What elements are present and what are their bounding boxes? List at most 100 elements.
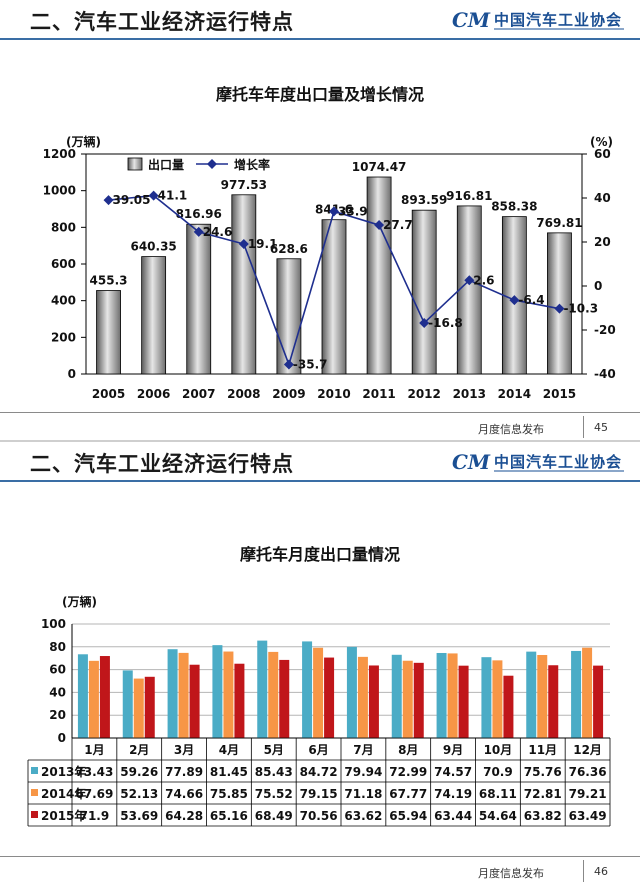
- monthly-bar: [167, 649, 178, 738]
- y-axis-tick-label: 80: [49, 640, 66, 654]
- slide-divider: [0, 440, 640, 442]
- month-label: 4月: [219, 743, 239, 757]
- left-axis-tick-label: 800: [51, 220, 76, 234]
- table-value: 76.36: [569, 765, 607, 779]
- month-label: 6月: [308, 743, 328, 757]
- export-volume-bar: [411, 209, 437, 375]
- series-legend-swatch: [31, 767, 38, 774]
- x-axis-tick-label: 2005: [92, 387, 125, 401]
- table-value: 75.85: [210, 787, 248, 801]
- growth-rate-point: [374, 220, 385, 231]
- y-axis-tick-label: 60: [49, 663, 66, 677]
- monthly-bar: [257, 640, 268, 738]
- monthly-bar: [391, 654, 402, 738]
- export-volume-bar: [456, 205, 482, 375]
- monthly-bar: [402, 660, 413, 738]
- growth-rate-label: 27.7: [383, 218, 413, 232]
- x-axis-tick-label: 2014: [498, 387, 531, 401]
- page-number: 45: [594, 421, 608, 434]
- x-axis-tick-label: 2009: [272, 387, 305, 401]
- table-value: 72.99: [389, 765, 427, 779]
- monthly-bar: [212, 645, 223, 738]
- monthly-bar: [526, 651, 537, 738]
- export-volume-label: 640.35: [130, 240, 176, 254]
- monthly-bar: [122, 670, 133, 738]
- caam-logo: CM 中国汽车工业协会: [452, 448, 632, 478]
- slide-footer: 月度信息发布 46: [0, 856, 640, 886]
- monthly-bar: [571, 650, 582, 738]
- export-volume-label: 858.38: [491, 200, 537, 214]
- monthly-bar: [548, 665, 559, 738]
- monthly-bar: [346, 646, 357, 738]
- monthly-bar: [313, 647, 324, 738]
- left-axis-unit: (万辆): [66, 134, 101, 149]
- chart-title: 摩托车年度出口量及增长情况: [216, 85, 424, 104]
- table-value: 63.49: [569, 809, 607, 823]
- table-value: 54.64: [479, 809, 517, 823]
- table-value: 74.66: [165, 787, 203, 801]
- table-value: 84.72: [300, 765, 338, 779]
- right-axis-tick-label: 0: [594, 279, 602, 293]
- caam-logo: CM 中国汽车工业协会: [452, 6, 632, 36]
- export-volume-bar: [321, 219, 347, 375]
- table-value: 64.28: [165, 809, 203, 823]
- annual-export-chart: 摩托车年度出口量及增长情况(万辆) (%)02004006008001000120…: [43, 85, 616, 401]
- series-name: 2014年: [41, 786, 86, 801]
- footer-rule: [0, 856, 640, 857]
- growth-rate-point: [509, 295, 520, 306]
- series-legend-swatch: [31, 789, 38, 796]
- x-axis-tick-label: 2013: [453, 387, 486, 401]
- slide-45: 二、汽车工业经济运行特点 CM 中国汽车工业协会 摩托车年度出口量及增长情况 (万…: [0, 0, 640, 440]
- monthly-bar: [537, 654, 548, 738]
- export-volume-bar: [231, 194, 257, 375]
- table-value: 79.15: [300, 787, 338, 801]
- series-legend-swatch: [31, 811, 38, 818]
- growth-rate-label: 24.6: [203, 225, 233, 239]
- right-axis-tick-label: 60: [594, 147, 611, 161]
- table-value: 75.76: [524, 765, 562, 779]
- left-axis-tick-label: 200: [51, 330, 76, 344]
- x-axis-tick-label: 2010: [317, 387, 350, 401]
- monthly-bar: [178, 652, 189, 738]
- x-axis-tick-label: 2008: [227, 387, 260, 401]
- monthly-bar: [99, 656, 110, 738]
- slide-title: 二、汽车工业经济运行特点: [30, 452, 294, 476]
- month-label: 5月: [264, 743, 284, 757]
- table-value: 85.43: [255, 765, 293, 779]
- growth-rate-label: -6.4: [518, 293, 544, 307]
- monthly-bar: [223, 651, 234, 738]
- table-value: 65.16: [210, 809, 248, 823]
- header-rule: [0, 38, 640, 40]
- legend-line-label: 增长率: [234, 157, 270, 172]
- growth-rate-label: -10.3: [563, 302, 598, 316]
- logo-underline: [494, 28, 624, 30]
- series-name: 2013年: [41, 764, 86, 779]
- monthly-bar: [503, 675, 514, 738]
- month-label: 10月: [484, 743, 513, 757]
- month-label: 2月: [129, 743, 149, 757]
- right-axis-tick-label: 40: [594, 191, 611, 205]
- growth-rate-point: [148, 190, 159, 201]
- monthly-bar: [133, 678, 144, 738]
- table-value: 74.19: [434, 787, 472, 801]
- y-axis-tick-label: 40: [49, 685, 66, 699]
- growth-rate-label: 33.9: [338, 204, 368, 218]
- slide-footer: 月度信息发布 45: [0, 412, 640, 442]
- table-value: 77.89: [165, 765, 203, 779]
- growth-rate-point: [238, 238, 249, 249]
- logo-underline: [494, 470, 624, 472]
- table-value: 71.9: [80, 809, 110, 823]
- export-volume-label: 769.81: [536, 216, 582, 230]
- monthly-bar: [324, 657, 335, 738]
- right-axis-tick-label: -40: [594, 367, 616, 381]
- monthly-bar: [279, 659, 290, 738]
- footer-rule: [0, 412, 640, 413]
- right-axis-tick-label: 20: [594, 235, 611, 249]
- growth-rate-label: -35.7: [293, 358, 328, 372]
- table-value: 68.11: [479, 787, 517, 801]
- footer-text: 月度信息发布: [478, 867, 544, 880]
- table-value: 67.77: [389, 787, 427, 801]
- y-axis-tick-label: 20: [49, 708, 66, 722]
- slide-header: 二、汽车工业经济运行特点 CM 中国汽车工业协会: [0, 442, 640, 482]
- y-axis-tick-label: 100: [41, 617, 66, 631]
